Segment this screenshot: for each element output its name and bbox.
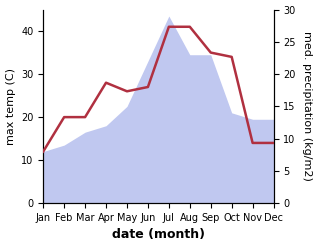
X-axis label: date (month): date (month) bbox=[112, 228, 205, 242]
Y-axis label: max temp (C): max temp (C) bbox=[5, 68, 16, 145]
Y-axis label: med. precipitation (kg/m2): med. precipitation (kg/m2) bbox=[302, 31, 313, 181]
